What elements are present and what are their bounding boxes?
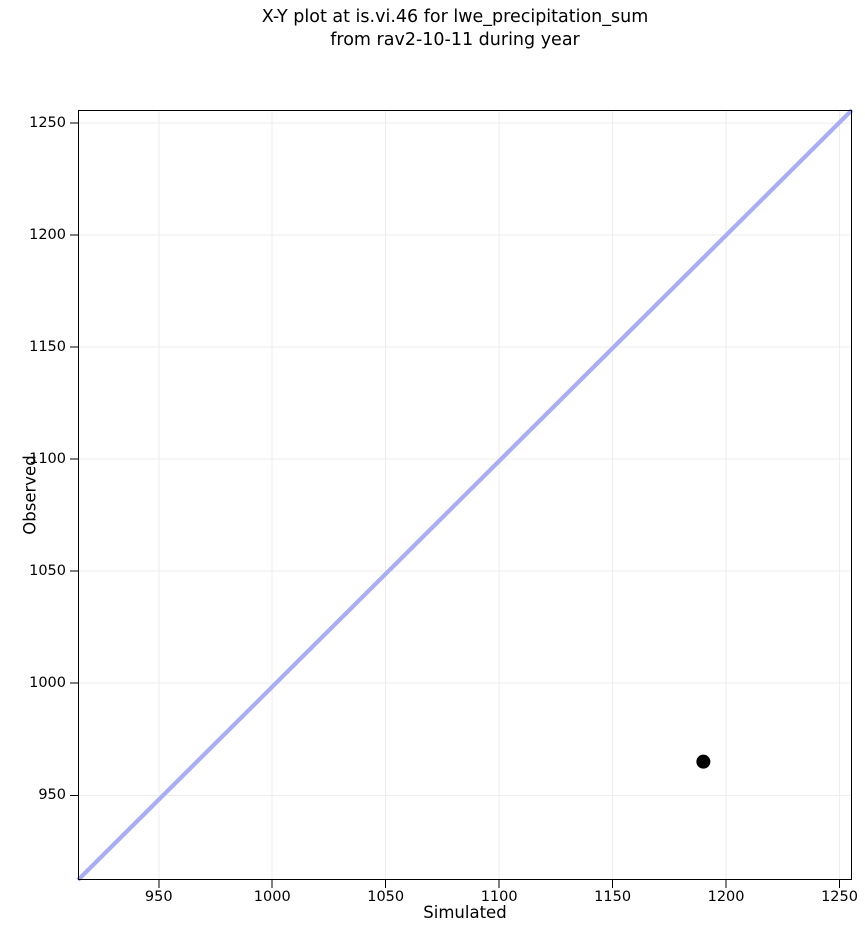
y-tick-label-1000: 1000 — [29, 675, 66, 692]
identity-line — [76, 108, 854, 882]
y-tick-label-1250: 1250 — [29, 114, 66, 131]
x-tick-label-1050: 1050 — [367, 889, 405, 905]
y-tick-label-1050: 1050 — [29, 563, 66, 580]
y-tick-label-1100: 1100 — [29, 451, 66, 468]
chart-title-line-1: X-Y plot at is.vi.46 for lwe_precipitati… — [261, 7, 649, 27]
x-tick-label-1100: 1100 — [480, 889, 518, 905]
chart-title-line-2: from rav2-10-11 during year — [330, 30, 580, 50]
y-tick-label-950: 950 — [38, 787, 66, 804]
axes-spines — [78, 110, 852, 880]
x-tick-label-950: 950 — [144, 889, 173, 905]
y-tick-label-1150: 1150 — [29, 338, 66, 355]
x-tick-label-1250: 1250 — [821, 889, 858, 905]
x-tick-label-1150: 1150 — [594, 889, 632, 905]
chart-title: X-Y plot at is.vi.46 for lwe_precipitati… — [68, 6, 842, 52]
x-tick-label-1200: 1200 — [707, 889, 745, 905]
data-point-0 — [696, 754, 711, 769]
y-tick-label-1200: 1200 — [29, 226, 66, 243]
x-tick-label-1000: 1000 — [253, 889, 291, 905]
x-axis-label: Simulated — [423, 903, 507, 922]
